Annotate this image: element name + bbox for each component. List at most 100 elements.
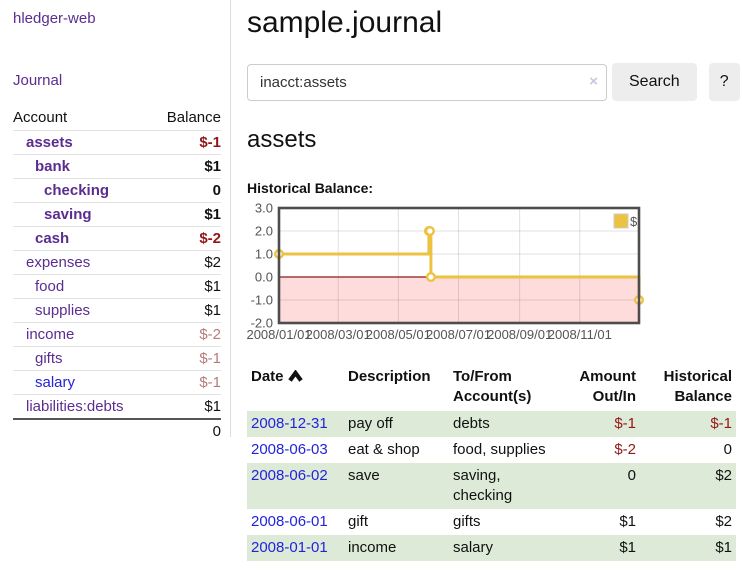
transaction-row: 2008-06-01 gift gifts $1 $2 — [247, 509, 736, 535]
transaction-balance: $-1 — [710, 415, 732, 432]
register-header-description: Description — [348, 368, 431, 385]
account-heading: assets — [247, 126, 317, 153]
account-row: salary $-1 — [13, 370, 221, 395]
account-row: supplies $1 — [13, 298, 221, 323]
search-button[interactable]: Search — [612, 63, 697, 101]
transaction-amount: $-1 — [614, 415, 636, 432]
register-table: Date Description To/From Account(s) Amoun… — [247, 365, 736, 561]
account-link-gifts[interactable]: gifts — [35, 350, 63, 367]
account-link-cash[interactable]: cash — [35, 230, 70, 247]
transaction-description: save — [348, 467, 380, 484]
svg-text:$: $ — [630, 214, 638, 229]
transaction-accounts: debts — [453, 415, 490, 432]
svg-text:0.0: 0.0 — [255, 270, 273, 285]
transaction-date-link[interactable]: 2008-06-02 — [251, 467, 328, 484]
sidebar-item-journal[interactable]: Journal — [13, 72, 63, 89]
sidebar: hledger-web Journal Account Balance asse… — [0, 0, 231, 443]
account-row: checking 0 — [13, 178, 221, 203]
account-row: cash $-2 — [13, 226, 221, 251]
transaction-accounts: salary — [453, 539, 494, 556]
account-link-expenses[interactable]: expenses — [26, 254, 91, 271]
accounts-table: Account Balance assets $-1 bank $1 checking 0… — [13, 106, 221, 443]
app-title-link[interactable]: hledger-web — [13, 10, 96, 27]
transaction-date-link[interactable]: 2008-12-31 — [251, 415, 328, 432]
account-link-assets[interactable]: assets — [26, 134, 73, 151]
register-header-row: Date Description To/From Account(s) Amoun… — [247, 365, 736, 411]
transaction-row: 2008-06-03 eat & shop food, supplies $-2 0 — [247, 437, 736, 463]
transaction-date-link[interactable]: 2008-06-03 — [251, 441, 328, 458]
svg-text:2008/03/01: 2008/03/01 — [306, 327, 371, 342]
search-form: × Search ? — [247, 63, 740, 101]
account-row: saving $1 — [13, 202, 221, 227]
transaction-accounts: food, supplies — [453, 441, 546, 458]
register-header-balance: Historical Balance — [663, 368, 732, 405]
svg-text:2008/01/01: 2008/01/01 — [247, 327, 312, 342]
transaction-date-link[interactable]: 2008-06-01 — [251, 513, 328, 530]
account-link-checking[interactable]: checking — [44, 182, 110, 199]
transaction-description: gift — [348, 513, 369, 530]
clear-search-icon[interactable]: × — [589, 72, 598, 90]
svg-text:2008/05/01: 2008/05/01 — [366, 327, 431, 342]
account-balance: $1 — [152, 202, 221, 227]
transaction-balance: 0 — [723, 441, 732, 458]
hledger-web-app: hledger-web Journal Account Balance asse… — [0, 0, 740, 561]
account-link-income[interactable]: income — [26, 326, 75, 343]
chart-title: Historical Balance: — [247, 180, 374, 196]
sidebar-nav: Journal — [13, 28, 220, 90]
transaction-amount: $1 — [619, 513, 636, 530]
transaction-row: 2008-12-31 pay off debts $-1 $-1 — [247, 411, 736, 437]
transaction-amount: $1 — [619, 539, 636, 556]
account-link-liabilities-debts[interactable]: liabilities:debts — [26, 398, 124, 415]
accounts-header-account: Account — [13, 109, 68, 126]
help-button[interactable]: ? — [708, 63, 740, 101]
account-link-bank[interactable]: bank — [35, 158, 71, 175]
account-balance: $-1 — [152, 346, 221, 371]
register-header-amount: Amount Out/In — [579, 368, 636, 405]
account-balance: $1 — [152, 298, 221, 323]
svg-text:2.0: 2.0 — [255, 224, 273, 239]
page-title: sample.journal — [247, 6, 443, 39]
transaction-balance: $1 — [715, 539, 732, 556]
account-balance: $1 — [152, 394, 221, 419]
svg-text:3.0: 3.0 — [255, 202, 273, 216]
account-row: gifts $-1 — [13, 346, 221, 371]
account-link-food[interactable]: food — [35, 278, 65, 295]
historical-balance-chart: $3.0 2.0 1.0 0.0 -1.0 -2.0 2008/01/01 2008/03/0… — [246, 201, 740, 349]
transaction-amount: 0 — [627, 467, 636, 484]
account-balance: 0 — [152, 178, 221, 203]
account-balance: $-2 — [152, 322, 221, 347]
accounts-header-balance: Balance — [166, 109, 221, 126]
transaction-accounts: gifts — [453, 513, 481, 530]
transaction-amount: $-2 — [614, 441, 636, 458]
account-row: food $1 — [13, 274, 221, 299]
sort-asc-icon — [287, 368, 303, 388]
account-link-supplies[interactable]: supplies — [35, 302, 91, 319]
transaction-accounts: saving, checking — [453, 467, 513, 504]
accounts-header-row: Account Balance — [13, 106, 221, 131]
svg-text:2008/11/01: 2008/11/01 — [548, 327, 612, 342]
account-balance: $1 — [152, 154, 221, 179]
account-row: expenses $2 — [13, 250, 221, 275]
svg-text:2008/07/01: 2008/07/01 — [426, 327, 491, 342]
svg-text:2008/09/01: 2008/09/01 — [487, 327, 552, 342]
account-link-saving[interactable]: saving — [44, 206, 92, 223]
transaction-date-link[interactable]: 2008-01-01 — [251, 539, 328, 556]
account-balance: $-2 — [152, 226, 221, 251]
register-header-date[interactable]: Date — [247, 365, 344, 411]
account-row: income $-2 — [13, 322, 221, 347]
account-row: bank $1 — [13, 154, 221, 179]
svg-text:1.0: 1.0 — [255, 247, 273, 262]
accounts-total-balance: 0 — [152, 418, 221, 443]
transaction-description: pay off — [348, 415, 393, 432]
search-box: × — [247, 63, 607, 101]
transaction-row: 2008-06-02 save saving, checking 0 $2 — [247, 463, 736, 509]
transaction-row: 2008-01-01 income salary $1 $1 — [247, 535, 736, 561]
transaction-balance: $2 — [715, 513, 732, 530]
account-row: assets $-1 — [13, 130, 221, 155]
register-header-accounts: To/From Account(s) — [453, 368, 532, 405]
account-link-salary[interactable]: salary — [35, 374, 76, 391]
account-balance: $1 — [152, 274, 221, 299]
transaction-description: income — [348, 539, 397, 556]
search-input[interactable] — [247, 63, 607, 101]
account-balance: $-1 — [152, 370, 221, 395]
